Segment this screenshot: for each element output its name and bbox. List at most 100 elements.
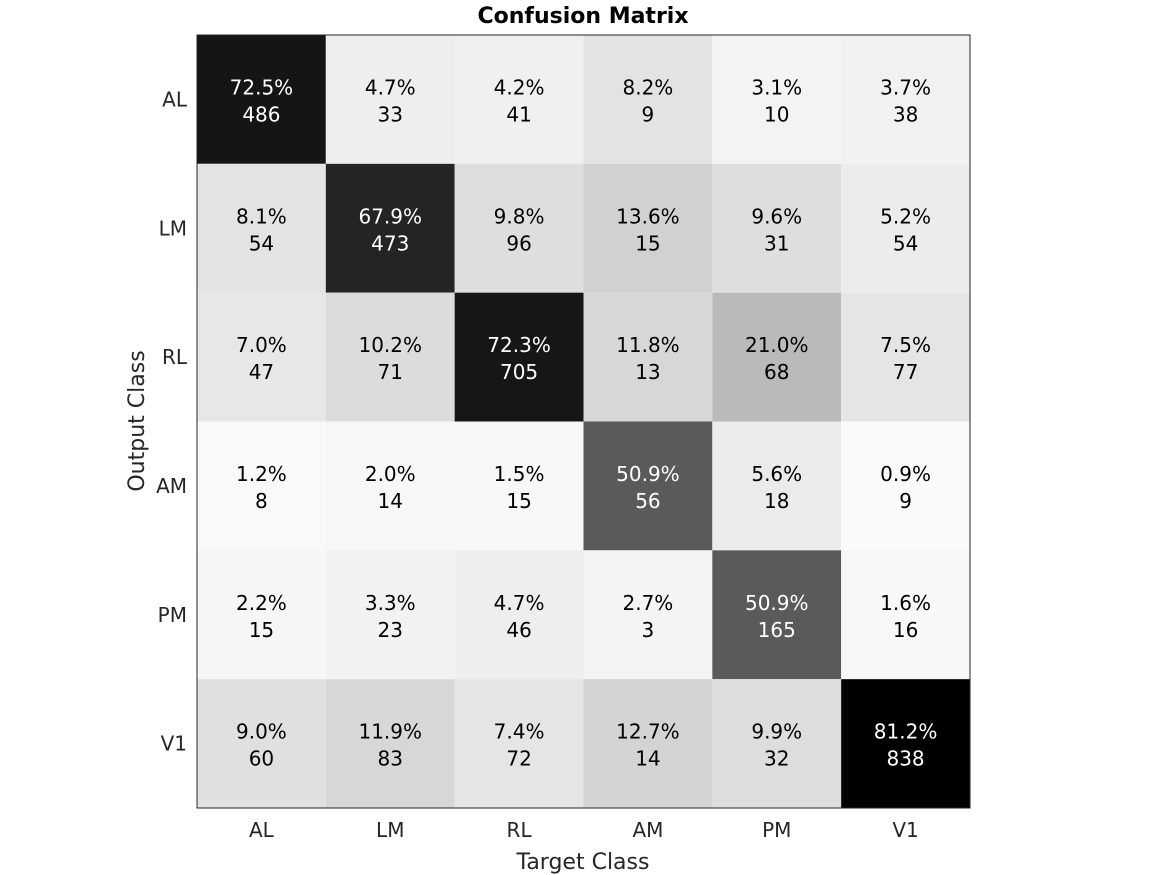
cell-percentage: 7.5%: [880, 333, 931, 357]
y-tick-label: RL: [162, 345, 188, 369]
cell-percentage: 11.9%: [358, 720, 422, 744]
cell-count: 32: [764, 747, 789, 771]
cell-count: 47: [249, 360, 274, 384]
cell-background: [325, 679, 455, 808]
cell-percentage: 50.9%: [745, 591, 809, 615]
cell-count: 486: [242, 102, 280, 126]
matrix-cell: 81.2% 838: [841, 679, 970, 808]
matrix-cell: 12.7% 14: [583, 679, 713, 808]
cell-background: [841, 292, 970, 422]
cell-percentage: 4.2%: [494, 75, 545, 99]
cell-percentage: 5.6%: [751, 462, 802, 486]
cell-background: [325, 421, 455, 551]
cell-background: [712, 550, 842, 680]
cell-count: 54: [249, 231, 274, 255]
cell-percentage: 1.5%: [494, 462, 545, 486]
chart-title: Confusion Matrix: [477, 4, 688, 29]
cell-count: 15: [635, 231, 660, 255]
cell-count: 23: [378, 618, 403, 642]
matrix-cell: 5.6% 18: [712, 421, 842, 551]
matrix-cell: 7.4% 72: [454, 679, 584, 808]
cell-background: [197, 35, 326, 164]
cell-count: 31: [764, 231, 789, 255]
cell-background: [454, 550, 584, 680]
x-tick-label: PM: [762, 818, 791, 842]
cell-percentage: 72.3%: [487, 333, 551, 357]
cell-count: 9: [642, 102, 655, 126]
cell-count: 83: [378, 747, 403, 771]
x-tick-label: AL: [249, 818, 275, 842]
x-tick-label: AM: [632, 818, 663, 842]
cell-count: 72: [506, 747, 531, 771]
cell-background: [841, 421, 970, 551]
cell-percentage: 5.2%: [880, 204, 931, 228]
y-tick-label: V1: [161, 732, 187, 756]
cell-percentage: 7.4%: [494, 720, 545, 744]
cell-percentage: 2.0%: [365, 462, 416, 486]
cell-count: 8: [255, 489, 268, 513]
matrix-cell: 9.6% 31: [712, 163, 842, 293]
cell-count: 3: [642, 618, 655, 642]
cell-percentage: 11.8%: [616, 333, 680, 357]
cell-percentage: 1.2%: [236, 462, 287, 486]
matrix-cell: 7.0% 47: [197, 292, 326, 422]
cell-percentage: 50.9%: [616, 462, 680, 486]
cell-background: [583, 550, 713, 680]
cell-count: 33: [378, 102, 403, 126]
cell-count: 38: [893, 102, 918, 126]
matrix-cell: 21.0% 68: [712, 292, 842, 422]
cell-background: [583, 421, 713, 551]
x-axis-label: Target Class: [516, 850, 650, 875]
cell-percentage: 7.0%: [236, 333, 287, 357]
cell-background: [712, 163, 842, 293]
matrix-cell: 1.2% 8: [197, 421, 326, 551]
matrix-cell: 3.1% 10: [712, 35, 842, 164]
cell-percentage: 67.9%: [358, 204, 422, 228]
cell-percentage: 13.6%: [616, 204, 680, 228]
cell-percentage: 9.6%: [751, 204, 802, 228]
matrix-cell: 8.1% 54: [197, 163, 326, 293]
cell-count: 15: [506, 489, 531, 513]
x-tick-labels: AL LM RL AM PM V1: [249, 818, 919, 842]
cell-background: [583, 163, 713, 293]
cell-background: [712, 35, 842, 164]
cell-background: [197, 550, 326, 680]
matrix-cell: 10.2% 71: [325, 292, 455, 422]
cell-count: 10: [764, 102, 789, 126]
cell-background: [454, 292, 584, 422]
cell-percentage: 2.7%: [623, 591, 674, 615]
cell-background: [325, 35, 455, 164]
cell-percentage: 8.2%: [623, 75, 674, 99]
matrix-cell: 2.7% 3: [583, 550, 713, 680]
cell-percentage: 3.7%: [880, 75, 931, 99]
cell-count: 41: [506, 102, 531, 126]
matrix-cell: 1.5% 15: [454, 421, 584, 551]
cell-percentage: 8.1%: [236, 204, 287, 228]
cell-percentage: 1.6%: [880, 591, 931, 615]
cell-background: [197, 421, 326, 551]
matrix-cell: 13.6% 15: [583, 163, 713, 293]
cell-background: [454, 35, 584, 164]
cell-count: 838: [886, 747, 924, 771]
cell-count: 16: [893, 618, 918, 642]
matrix-cell: 3.3% 23: [325, 550, 455, 680]
matrix-cell: 2.0% 14: [325, 421, 455, 551]
x-tick-label: V1: [892, 818, 918, 842]
cell-background: [454, 421, 584, 551]
plot-frame: [196, 34, 971, 809]
matrix-cell: 3.7% 38: [841, 35, 970, 164]
matrix-cell: 67.9% 473: [325, 163, 455, 293]
cell-background: [841, 163, 970, 293]
matrix-cell: 2.2% 15: [197, 550, 326, 680]
cell-background: [325, 292, 455, 422]
cell-count: 18: [764, 489, 789, 513]
y-tick-label: LM: [159, 216, 187, 240]
cell-count: 46: [506, 618, 531, 642]
cell-count: 13: [635, 360, 660, 384]
cell-percentage: 3.1%: [751, 75, 802, 99]
matrix-cell: 50.9% 56: [583, 421, 713, 551]
y-tick-labels: AL LM RL AM PM V1: [156, 87, 188, 755]
cell-percentage: 21.0%: [745, 333, 809, 357]
cell-count: 77: [893, 360, 918, 384]
cell-percentage: 0.9%: [880, 462, 931, 486]
